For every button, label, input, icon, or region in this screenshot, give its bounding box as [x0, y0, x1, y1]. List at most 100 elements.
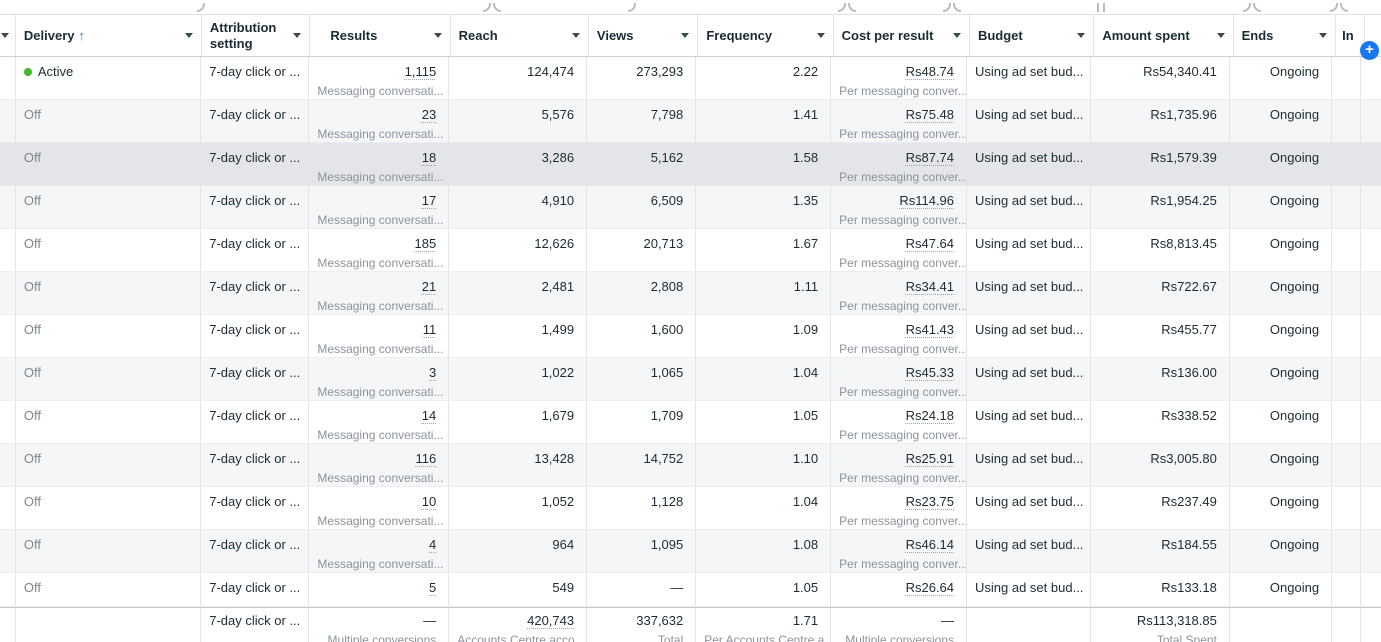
results-value[interactable]: 18 — [421, 150, 437, 165]
cost-per-result-value[interactable]: Rs87.74 — [905, 150, 955, 165]
cost-per-result-value[interactable]: Rs24.18 — [905, 408, 955, 423]
views-value: — — [670, 580, 684, 595]
table-row[interactable]: Off 7-day click or ... 185 Messaging con… — [0, 229, 1381, 272]
header-cell-ends[interactable]: Ends — [1234, 15, 1337, 56]
table-row[interactable]: Off 7-day click or ... 18 Messaging conv… — [0, 143, 1381, 186]
header-cell-reach[interactable]: Reach — [451, 15, 589, 56]
attribution-value: 7-day click or ... — [209, 494, 301, 509]
cell-attribution-setting: 7-day click or ... — [201, 573, 310, 606]
chevron-down-icon[interactable] — [433, 33, 442, 38]
cell-delivery[interactable]: Active — [16, 57, 202, 99]
table-row[interactable]: Off 7-day click or ... 14 Messaging conv… — [0, 401, 1381, 444]
header-cell-budget[interactable]: Budget — [970, 15, 1095, 56]
cost-per-result-value[interactable]: Rs25.91 — [905, 451, 955, 466]
frequency-value: 1.08 — [792, 537, 819, 552]
results-value[interactable]: 21 — [421, 279, 437, 294]
results-value[interactable]: 185 — [414, 236, 437, 251]
table-row[interactable]: Off 7-day click or ... 3 Messaging conve… — [0, 358, 1381, 401]
views-total-subtext: Total — [657, 633, 684, 642]
cost-per-result-value[interactable]: Rs45.33 — [905, 365, 955, 380]
table-row[interactable]: Off 7-day click or ... 23 Messaging conv… — [0, 100, 1381, 143]
header-cell-attribution-setting[interactable]: Attribution setting — [202, 15, 311, 56]
header-cell-frequency[interactable]: Frequency — [698, 15, 834, 56]
frequency-value: 1.09 — [792, 322, 819, 337]
views-value: 2,808 — [650, 279, 684, 294]
cost-per-result-value[interactable]: Rs48.74 — [905, 64, 955, 79]
header-cell-amount-spent[interactable]: Amount spent — [1094, 15, 1234, 56]
header-cell-views[interactable]: Views — [589, 15, 699, 56]
cell-edge — [1361, 272, 1381, 314]
cell-in-partial — [1332, 143, 1361, 185]
cell-delivery[interactable]: Off — [16, 573, 202, 606]
header-cell-in-partial[interactable]: In — [1336, 15, 1365, 56]
cell-delivery[interactable]: Off — [16, 530, 202, 572]
results-value[interactable]: 5 — [429, 580, 437, 595]
ends-value: Ongoing — [1269, 580, 1320, 595]
views-total-value: 337,632 — [636, 613, 684, 628]
table-row[interactable]: Off 7-day click or ... 4 Messaging conve… — [0, 530, 1381, 573]
add-column-button[interactable]: + — [1360, 41, 1379, 60]
results-value[interactable]: 116 — [415, 451, 437, 466]
frequency-value: 1.41 — [792, 107, 819, 122]
chevron-down-icon[interactable] — [1077, 33, 1086, 38]
cell-budget — [967, 608, 1092, 642]
cell-reach: 1,499 — [449, 315, 588, 357]
cell-delivery[interactable]: Off — [16, 100, 202, 142]
cost-per-result-value[interactable]: Rs47.64 — [905, 236, 955, 251]
table-row[interactable]: Off 7-day click or ... 21 Messaging conv… — [0, 272, 1381, 315]
results-value[interactable]: 14 — [421, 408, 437, 423]
cell-delivery[interactable]: Off — [16, 272, 202, 314]
cell-delivery[interactable]: Off — [16, 143, 202, 185]
attribution-value: 7-day click or ... — [209, 408, 301, 423]
chevron-down-icon[interactable] — [571, 33, 580, 38]
table-row[interactable]: Active 7-day click or ... 1,115 Messagin… — [0, 57, 1381, 100]
results-value[interactable]: 10 — [421, 494, 437, 509]
cost-per-result-value[interactable]: Rs41.43 — [905, 322, 955, 337]
cost-per-result-value[interactable]: Rs34.41 — [905, 279, 955, 294]
cell-delivery[interactable]: Off — [16, 487, 202, 529]
cell-delivery[interactable]: Off — [16, 229, 202, 271]
header-cell-prev-column-partial[interactable] — [0, 15, 16, 56]
chevron-down-icon[interactable] — [1319, 33, 1328, 38]
reach-total-value[interactable]: 420,743 — [527, 613, 575, 628]
results-value[interactable]: 17 — [421, 193, 437, 208]
table-row[interactable]: Off 7-day click or ... 17 Messaging conv… — [0, 186, 1381, 229]
cost-per-result-value[interactable]: Rs46.14 — [905, 537, 955, 552]
table-row[interactable]: Off 7-day click or ... 116 Messaging con… — [0, 444, 1381, 487]
cell-cost-per-result: Rs24.18 Per messaging conver... — [831, 401, 968, 443]
cell-delivery[interactable]: Off — [16, 401, 202, 443]
cost-per-result-value[interactable]: Rs75.48 — [905, 107, 955, 122]
chevron-down-icon[interactable] — [816, 33, 825, 38]
cell-delivery[interactable]: Off — [16, 315, 202, 357]
cost-per-result-value[interactable]: Rs26.64 — [905, 580, 955, 595]
chevron-down-icon[interactable] — [293, 33, 302, 38]
results-value[interactable]: 4 — [429, 537, 437, 552]
cost-per-result-value[interactable]: Rs114.96 — [899, 193, 955, 208]
amount-spent-value: Rs1,954.25 — [1150, 193, 1217, 208]
chevron-down-icon[interactable] — [681, 33, 690, 38]
results-value[interactable]: 1,115 — [404, 64, 437, 79]
table-row[interactable]: Off 7-day click or ... 11 Messaging conv… — [0, 315, 1381, 358]
budget-value: Using ad set bud... — [975, 64, 1084, 79]
cell-row-sliver — [0, 100, 16, 142]
cell-row-sliver — [0, 444, 16, 486]
results-value[interactable]: 3 — [429, 365, 437, 380]
table-row[interactable]: Off 7-day click or ... 10 Messaging conv… — [0, 487, 1381, 530]
cell-delivery[interactable]: Off — [16, 186, 202, 228]
chevron-down-icon[interactable] — [952, 33, 961, 38]
cell-delivery[interactable]: Off — [16, 444, 202, 486]
chevron-down-icon[interactable] — [184, 33, 193, 38]
cell-ends: Ongoing — [1230, 229, 1333, 271]
table-row[interactable]: Off 7-day click or ... 5 549 — 1.05 Rs26… — [0, 573, 1381, 607]
cost-per-result-value[interactable]: Rs23.75 — [905, 494, 955, 509]
cost-per-result-subtext: Per messaging conver... — [839, 342, 968, 356]
cell-results: 4 Messaging conversati... — [309, 530, 450, 572]
attribution-value: 7-day click or ... — [209, 279, 301, 294]
results-value[interactable]: 11 — [422, 322, 437, 337]
chevron-down-icon[interactable] — [1216, 33, 1225, 38]
header-cell-delivery[interactable]: Delivery ↑ — [16, 15, 202, 56]
header-cell-results[interactable]: Results — [310, 15, 451, 56]
cell-delivery[interactable]: Off — [16, 358, 202, 400]
header-cell-cost-per-result[interactable]: Cost per result — [834, 15, 970, 56]
results-value[interactable]: 23 — [421, 107, 437, 122]
